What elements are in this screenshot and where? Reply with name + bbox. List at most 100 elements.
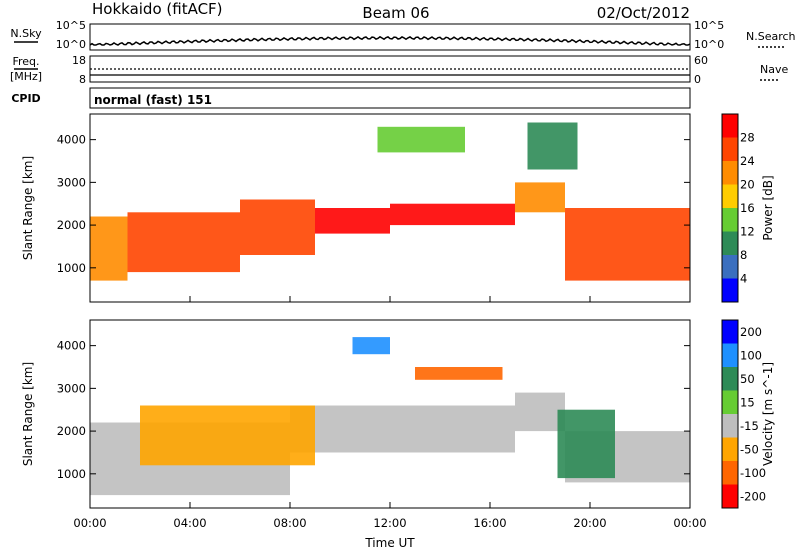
power-colorbar-tick: 24 <box>740 154 755 168</box>
y-tick-label: 3000 <box>57 381 86 395</box>
y-tick-label: 4000 <box>57 133 86 147</box>
colorbar-swatch <box>722 255 738 279</box>
power-ylabel: Slant Range [km] <box>21 156 35 260</box>
nsky-trace <box>89 35 691 46</box>
y-tick-label: 1000 <box>57 467 86 481</box>
colorbar-swatch <box>722 461 738 485</box>
x-tick-label: 16:00 <box>473 516 506 530</box>
x-tick-label: 00:00 <box>73 516 106 530</box>
velocity-panel: 1000 2000 3000 4000 Slant Range [km] 200 100… <box>21 319 775 509</box>
colorbar-frame <box>721 113 739 303</box>
cpid-text: normal (fast) 151 <box>94 93 212 107</box>
data-band-4 <box>140 405 315 466</box>
nsky-right-tick-top: 10^5 <box>694 19 724 32</box>
freq-left-tick-top: 18 <box>72 54 86 67</box>
freq-panel: Freq. [MHz] 18 8 60 0 Nave <box>10 54 789 86</box>
x-tick-label: 04:00 <box>173 516 206 530</box>
cpid-label: CPID <box>11 92 40 105</box>
colorbar-frame <box>721 319 739 509</box>
date-title: 02/Oct/2012 <box>597 4 690 22</box>
velocity-colorbar-tick: -200 <box>740 489 766 503</box>
colorbar-swatch <box>722 208 738 232</box>
power-y-ticks: 1000 2000 3000 4000 <box>57 133 690 275</box>
nsky-label: N.Sky <box>10 27 42 40</box>
nave-label: Nave <box>760 63 788 76</box>
colorbar-swatch <box>722 161 738 185</box>
y-tick-label: 4000 <box>57 339 86 353</box>
colorbar-swatch <box>722 278 738 302</box>
colorbar-swatch <box>722 367 738 391</box>
data-band-0 <box>90 216 128 281</box>
colorbar-swatch <box>722 484 738 508</box>
freq-label: Freq. <box>12 55 39 68</box>
colorbar-swatch <box>722 114 738 138</box>
velocity-colorbar-tick: 200 <box>740 325 762 339</box>
colorbar-swatch <box>722 137 738 161</box>
cpid-panel: CPID normal (fast) 151 <box>11 87 691 109</box>
velocity-colorbar-tick: -50 <box>740 442 759 456</box>
y-tick-label: 2000 <box>57 424 86 438</box>
y-tick-label: 1000 <box>57 261 86 275</box>
data-band-4 <box>390 203 515 226</box>
data-band-2 <box>515 392 565 432</box>
velocity-colorbar-tick: 50 <box>740 372 755 386</box>
velocity-colorbar-tick: 15 <box>740 395 755 409</box>
velocity-ylabel: Slant Range [km] <box>21 362 35 466</box>
data-band-5 <box>515 182 565 213</box>
y-tick-label: 2000 <box>57 218 86 232</box>
velocity-colorbar-tick: 100 <box>740 348 762 362</box>
power-colorbar-tick: 8 <box>740 248 747 262</box>
velocity-data <box>90 337 690 496</box>
velocity-colorbar: 200 100 50 15 -15 -50 -100 -200 <box>721 319 766 509</box>
power-colorbar-tick: 20 <box>740 178 755 192</box>
data-band-1 <box>127 212 240 273</box>
x-axis-label: Time UT <box>364 536 415 550</box>
colorbar-swatch <box>722 390 738 414</box>
x-tick-label: 20:00 <box>573 516 606 530</box>
nsky-panel: N.Sky 10^5 10^0 10^5 10^0 N.Search <box>10 19 795 51</box>
data-band-6 <box>565 208 690 281</box>
nave-right-tick-bottom: 0 <box>694 73 701 86</box>
x-tick-label: 00:00 <box>673 516 706 530</box>
colorbar-swatch <box>722 184 738 208</box>
x-tick-label: 12:00 <box>373 516 406 530</box>
nave-right-tick-top: 60 <box>694 54 708 67</box>
freq-unit: [MHz] <box>10 70 42 83</box>
data-band-8 <box>527 122 578 170</box>
power-colorbar: 4 8 12 16 20 24 28 <box>721 113 755 303</box>
data-band-2 <box>240 199 315 255</box>
data-band-6 <box>557 409 615 479</box>
x-tick-label: 08:00 <box>273 516 306 530</box>
colorbar-swatch <box>722 414 738 438</box>
nsky-left-tick-top: 10^5 <box>56 19 86 32</box>
nsearch-label: N.Search <box>746 30 796 43</box>
data-band-5 <box>415 367 503 380</box>
colorbar-swatch <box>722 437 738 461</box>
power-colorbar-tick: 16 <box>740 201 755 215</box>
velocity-colorbar-tick: -100 <box>740 466 766 480</box>
station-title: Hokkaido (fitACF) <box>92 0 223 18</box>
beam-title: Beam 06 <box>362 4 429 22</box>
colorbar-swatch <box>722 320 738 344</box>
velocity-colorbar-tick: -15 <box>740 419 759 433</box>
power-colorbar-tick: 4 <box>740 272 747 286</box>
colorbar-swatch <box>722 231 738 255</box>
power-data <box>90 122 690 281</box>
power-colorbar-tick: 28 <box>740 131 755 145</box>
velocity-y-ticks: 1000 2000 3000 4000 <box>57 339 690 481</box>
velocity-colorbar-label: Velocity [m s^-1] <box>761 362 775 466</box>
colorbar-swatch <box>722 343 738 367</box>
power-colorbar-tick: 12 <box>740 225 755 239</box>
nsky-right-tick-bottom: 10^0 <box>694 38 724 51</box>
nsky-left-tick-bottom: 10^0 <box>56 38 86 51</box>
data-band-7 <box>352 337 390 355</box>
time-axis: 00:00 04:00 08:00 12:00 16:00 20:00 00:00 <box>73 296 707 530</box>
power-panel: 1000 2000 3000 4000 Slant Range [km] 4 8 12 16… <box>21 113 775 303</box>
data-band-1 <box>290 405 515 453</box>
power-colorbar-label: Power [dB] <box>761 175 775 240</box>
data-band-7 <box>377 126 465 153</box>
freq-left-tick-bottom: 8 <box>79 73 86 86</box>
data-band-3 <box>315 208 390 234</box>
y-tick-label: 3000 <box>57 175 86 189</box>
